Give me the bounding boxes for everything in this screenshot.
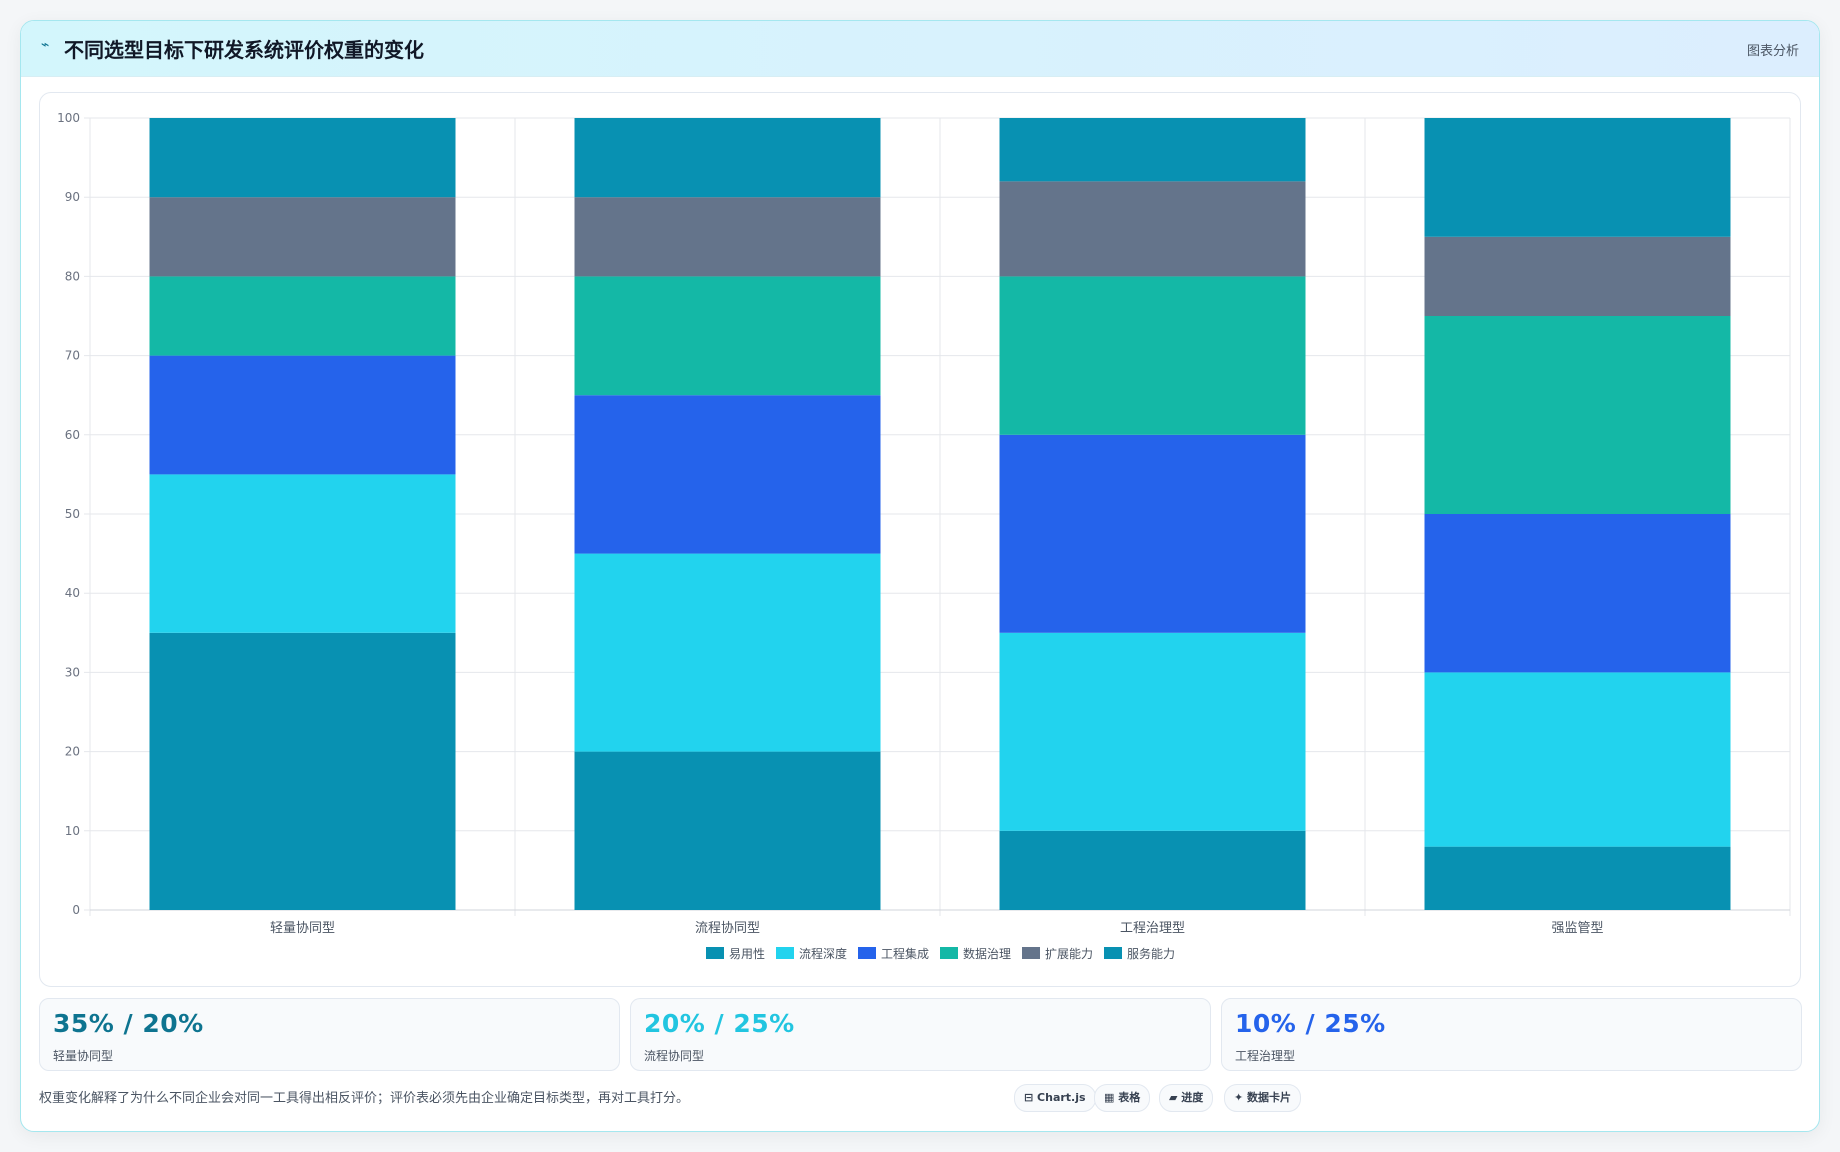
stat-label: 工程治理型 xyxy=(1235,1049,1296,1063)
bar-segment xyxy=(999,434,1306,633)
stat-value: 35% / 20% xyxy=(53,1009,204,1038)
bar-segment xyxy=(149,355,456,475)
bar-segment xyxy=(1424,672,1731,847)
bar-segment xyxy=(1424,846,1731,910)
y-tick-label: 40 xyxy=(65,586,80,600)
bar-segment xyxy=(574,395,881,554)
y-tick-label: 0 xyxy=(72,903,80,917)
footer-note: 权重变化解释了为什么不同企业会对同一工具得出相反评价；评价表必须先由企业确定目标… xyxy=(39,1091,690,1106)
chip-chartjs[interactable]: ⊟ Chart.js xyxy=(1014,1084,1096,1112)
bar-segment xyxy=(574,276,881,396)
bar-segment xyxy=(149,197,456,277)
bar-segment xyxy=(999,276,1306,435)
bar-segment xyxy=(149,276,456,356)
bar-segment xyxy=(149,632,456,910)
bar-segment xyxy=(999,632,1306,831)
bar-segment xyxy=(574,118,881,198)
bar-segment xyxy=(1424,514,1731,673)
stat-cards: 35% / 20% 轻量协同型 20% / 25% 流程协同型 10% / 25… xyxy=(39,998,1802,1071)
x-tick-label: 强监管型 xyxy=(1551,921,1603,936)
legend-swatch xyxy=(940,947,958,959)
pulse-icon: ⌁ xyxy=(41,37,50,53)
chip-data-card[interactable]: ✦ 数据卡片 xyxy=(1224,1084,1302,1112)
bar-segment xyxy=(999,830,1306,910)
legend-swatch xyxy=(706,947,724,959)
stat-label: 流程协同型 xyxy=(644,1049,705,1063)
x-tick-label: 工程治理型 xyxy=(1120,921,1185,936)
bar-segment xyxy=(149,118,456,198)
y-tick-label: 10 xyxy=(65,824,80,838)
stat-card: 10% / 25% 工程治理型 xyxy=(1221,998,1802,1071)
legend-swatch xyxy=(858,947,876,959)
stat-card: 35% / 20% 轻量协同型 xyxy=(39,998,620,1071)
y-tick-label: 100 xyxy=(57,111,80,125)
legend-label: 服务能力 xyxy=(1127,946,1175,961)
legend-swatch xyxy=(776,947,794,959)
legend-label: 流程深度 xyxy=(799,946,847,961)
bar-segment xyxy=(574,751,881,910)
stat-value: 10% / 25% xyxy=(1235,1009,1386,1038)
y-tick-label: 70 xyxy=(65,349,80,363)
legend-swatch xyxy=(1104,947,1122,959)
stat-label: 轻量协同型 xyxy=(53,1049,114,1063)
legend-label: 数据治理 xyxy=(963,946,1011,961)
chip-progress[interactable]: ▰ 进度 xyxy=(1159,1084,1214,1112)
chart-card: 0 10 20 30 40 50 60 70 80 90 100 轻量协同型 流程协同型 工程治理型 强监管… xyxy=(39,92,1801,987)
y-tick-label: 60 xyxy=(65,428,80,442)
bar-segment xyxy=(1424,236,1731,316)
legend-label: 工程集成 xyxy=(881,946,929,961)
y-tick-label: 90 xyxy=(65,190,80,204)
bar-segment xyxy=(1424,118,1731,237)
bar-segment xyxy=(574,197,881,277)
legend-label: 扩展能力 xyxy=(1045,947,1093,961)
bar-segment xyxy=(149,474,456,633)
bar-segment xyxy=(574,553,881,752)
bar-segment xyxy=(999,118,1306,182)
stat-card: 20% / 25% 流程协同型 xyxy=(630,998,1211,1071)
chart-analysis-link[interactable]: 图表分析 xyxy=(1746,44,1799,59)
y-tick-label: 50 xyxy=(65,507,80,521)
stacked-bar-chart: 0 10 20 30 40 50 60 70 80 90 100 轻量协同型 流程协同型 工程治理型 强监管… xyxy=(57,111,1791,961)
legend-label: 易用性 xyxy=(729,947,765,961)
y-tick-label: 80 xyxy=(65,269,80,283)
bar-segment xyxy=(999,181,1306,277)
x-tick-label: 流程协同型 xyxy=(695,921,760,936)
stat-value: 20% / 25% xyxy=(644,1009,795,1038)
y-tick-label: 30 xyxy=(65,665,80,679)
bar-segment xyxy=(1424,316,1731,514)
chip-table[interactable]: ▦ 表格 xyxy=(1094,1084,1151,1112)
x-tick-label: 轻量协同型 xyxy=(270,921,335,936)
legend-swatch xyxy=(1022,947,1040,959)
y-tick-label: 20 xyxy=(65,745,80,759)
panel-title: 不同选型目标下研发系统评价权重的变化 xyxy=(64,38,424,62)
chart-panel: ⌁ 不同选型目标下研发系统评价权重的变化 图表分析 0 10 20 30 40 50 60 7… xyxy=(20,20,1820,1132)
panel-header: ⌁ 不同选型目标下研发系统评价权重的变化 图表分析 xyxy=(21,21,1819,77)
